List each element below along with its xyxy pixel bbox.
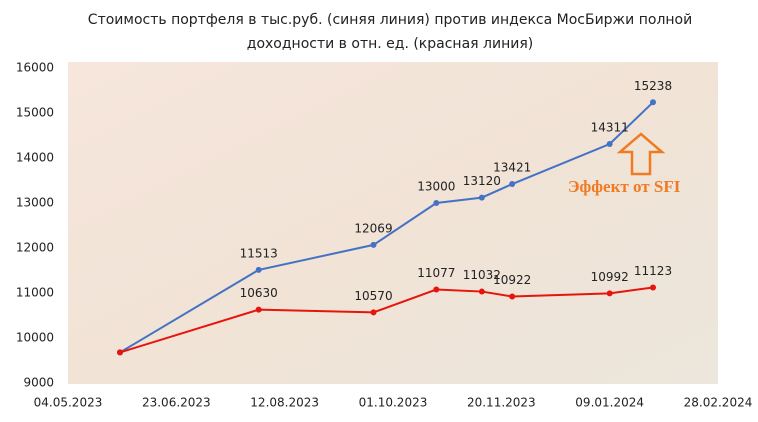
plot-background bbox=[68, 62, 718, 384]
value-label: 12069 bbox=[354, 221, 392, 235]
point bbox=[478, 288, 485, 295]
point bbox=[509, 181, 516, 188]
point bbox=[606, 141, 613, 148]
y-tick-label: 9000 bbox=[23, 376, 54, 390]
value-label: 11513 bbox=[240, 246, 278, 260]
x-tick-label: 09.01.2024 bbox=[575, 396, 644, 410]
point bbox=[650, 99, 656, 106]
point bbox=[650, 284, 656, 291]
value-label: 14311 bbox=[591, 121, 629, 135]
y-tick-label: 16000 bbox=[16, 61, 54, 75]
value-label: 10922 bbox=[493, 273, 531, 287]
value-label: 10630 bbox=[240, 286, 278, 300]
series-line bbox=[119, 101, 654, 354]
chart-title: Стоимость портфеля в тыс.руб. (синяя лин… bbox=[87, 12, 693, 52]
annotation-arrow bbox=[616, 132, 666, 176]
y-tick-label: 15000 bbox=[16, 106, 54, 120]
point bbox=[478, 194, 485, 201]
x-tick-label: 23.06.2023 bbox=[142, 396, 211, 410]
point bbox=[255, 266, 262, 273]
x-tick-label: 01.10.2023 bbox=[359, 396, 428, 410]
point bbox=[370, 241, 377, 248]
point bbox=[117, 349, 123, 356]
annotation: Эффект от SFI bbox=[568, 177, 681, 196]
value-label: 11077 bbox=[417, 266, 455, 280]
value-label: 11032 bbox=[463, 268, 501, 282]
point bbox=[433, 200, 440, 206]
y-tick-label: 13000 bbox=[16, 196, 54, 210]
value-label: 10992 bbox=[591, 270, 629, 284]
value-label: 10570 bbox=[354, 289, 392, 303]
y-tick-label: 12000 bbox=[16, 241, 54, 255]
value-label: 13421 bbox=[493, 161, 531, 175]
point bbox=[606, 290, 613, 297]
y-tick-label: 11000 bbox=[16, 286, 54, 300]
x-tick-label: 04.05.2023 bbox=[34, 396, 103, 410]
value-label: 15238 bbox=[634, 79, 672, 93]
y-tick-label: 10000 bbox=[16, 331, 54, 345]
x-tick-label: 28.02.2024 bbox=[684, 396, 753, 410]
value-label: 13000 bbox=[417, 180, 455, 194]
value-label: 13120 bbox=[463, 174, 501, 188]
x-tick-label: 20.11.2023 bbox=[467, 396, 536, 410]
y-tick-label: 14000 bbox=[16, 151, 54, 165]
point bbox=[509, 293, 516, 300]
value-label: 11123 bbox=[634, 264, 672, 278]
point bbox=[255, 306, 262, 313]
point bbox=[370, 309, 377, 316]
x-tick-label: 12.08.2023 bbox=[250, 396, 319, 410]
series-line bbox=[119, 286, 654, 354]
point bbox=[433, 286, 440, 293]
